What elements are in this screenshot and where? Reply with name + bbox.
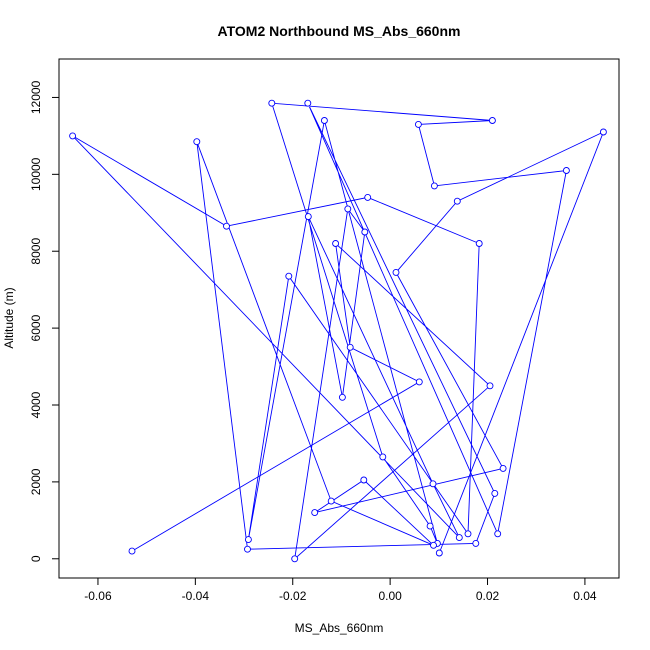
data-point	[346, 343, 354, 351]
data-point	[435, 549, 443, 557]
x-tick-label: -0.02	[279, 589, 307, 603]
x-tick-label: -0.06	[84, 589, 112, 603]
data-point	[360, 476, 368, 484]
data-point	[364, 193, 372, 201]
y-tick-label: 8000	[29, 238, 43, 265]
y-tick-label: 10000	[29, 157, 43, 191]
data-point	[291, 555, 299, 563]
x-axis: -0.06 -0.04 -0.02 0.00 0.02 0.04	[84, 577, 597, 603]
data-point	[499, 464, 507, 472]
data-point	[268, 99, 276, 107]
y-axis-label: Altitude (m)	[2, 287, 16, 348]
data-point	[430, 182, 438, 190]
data-point	[464, 530, 472, 538]
x-tick-label: 0.02	[476, 589, 500, 603]
data-point	[599, 128, 607, 136]
x-tick-label: 0.00	[378, 589, 402, 603]
data-point	[455, 534, 463, 542]
data-point	[285, 272, 293, 280]
data-point	[69, 132, 77, 140]
data-point	[128, 547, 136, 555]
y-tick-label: 0	[29, 555, 43, 562]
data-point	[193, 138, 201, 146]
data-point	[320, 117, 328, 124]
data-point	[475, 240, 483, 247]
data-point	[562, 167, 570, 174]
data-point	[488, 117, 496, 124]
data-point	[244, 545, 251, 553]
data-point	[311, 509, 319, 517]
y-tick-label: 6000	[29, 314, 43, 341]
data-point	[244, 536, 252, 544]
data-point	[304, 99, 312, 107]
data-point	[491, 489, 499, 497]
data-point	[430, 541, 437, 549]
y-tick-label: 2000	[29, 468, 43, 495]
data-point	[415, 378, 423, 386]
data-point	[486, 382, 494, 390]
data-point	[361, 228, 369, 236]
data-point	[223, 222, 230, 230]
data-point	[304, 213, 312, 221]
y-axis: 0 2000 4000 6000 8000 10000 12000	[29, 80, 60, 562]
data-point	[426, 522, 434, 530]
x-axis-label: MS_Abs_660nm	[295, 621, 384, 635]
data-point	[472, 539, 480, 547]
data-point	[494, 530, 502, 538]
data-point	[327, 497, 335, 505]
data-point	[344, 205, 352, 213]
chart-title: ATOM2 Northbound MS_Abs_660nm	[218, 23, 461, 39]
y-tick-label: 12000	[29, 80, 43, 114]
y-tick-label: 4000	[29, 391, 43, 418]
data-point	[379, 453, 387, 461]
data-point	[453, 197, 461, 205]
data-point	[338, 393, 346, 401]
data-point	[332, 240, 340, 247]
data-point	[429, 480, 437, 488]
x-tick-label: 0.04	[573, 589, 597, 603]
series-line	[72, 102, 605, 560]
series-layer	[69, 99, 607, 563]
data-point	[392, 268, 400, 276]
x-tick-label: -0.04	[182, 589, 210, 603]
data-point	[414, 120, 422, 128]
